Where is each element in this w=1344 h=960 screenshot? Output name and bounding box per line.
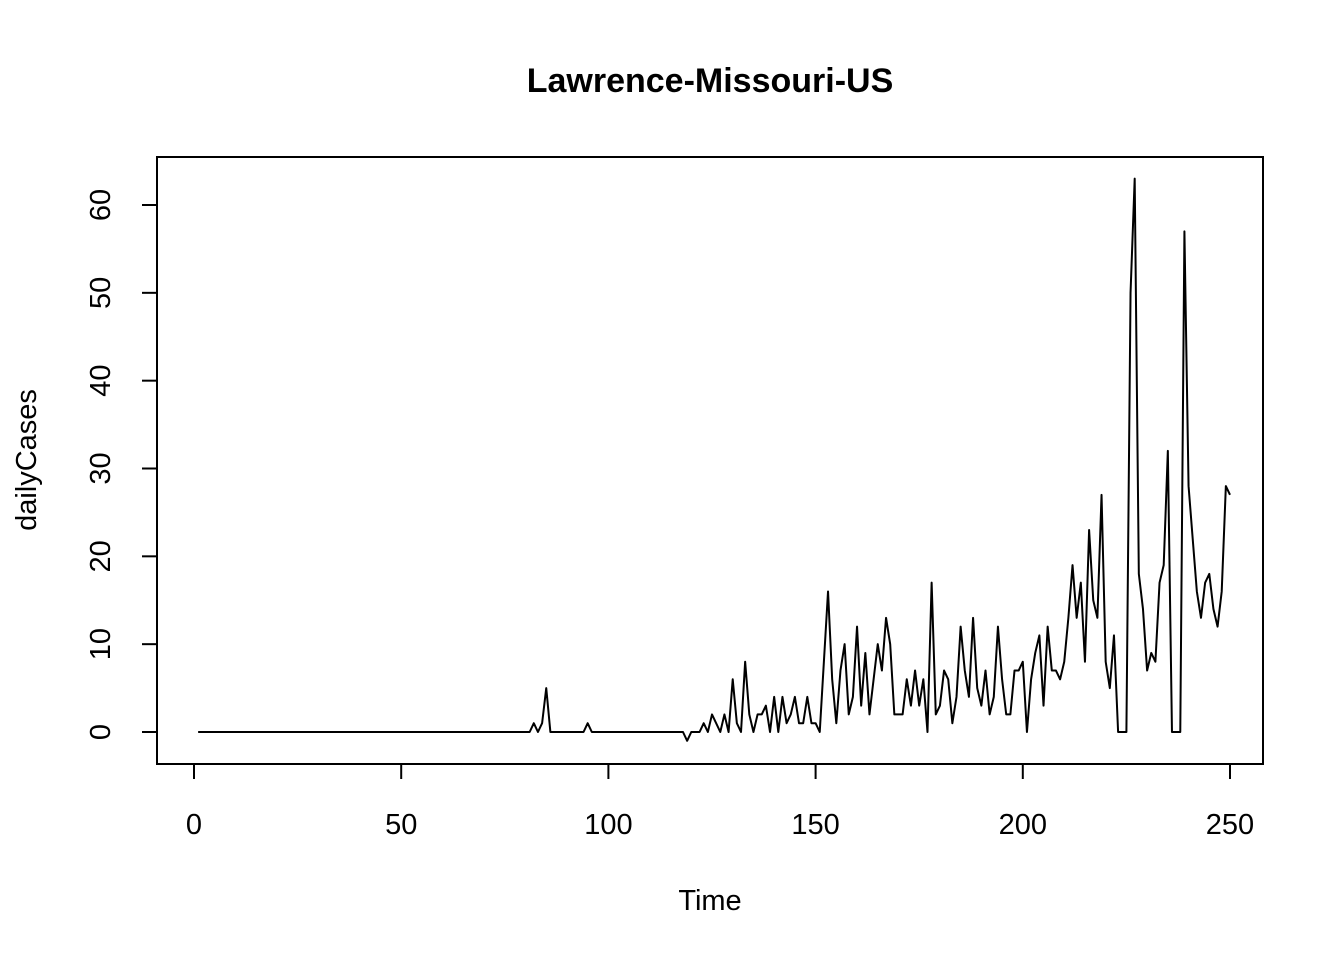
y-tick-label: 10 — [85, 628, 117, 660]
y-axis: 0 10 20 30 40 50 60 — [85, 189, 157, 740]
x-tick-label: 200 — [999, 809, 1047, 841]
y-tick-label: 40 — [85, 365, 117, 397]
y-axis-label: dailyCases — [11, 389, 43, 531]
x-axis-label: Time — [678, 885, 741, 917]
plot-frame — [157, 157, 1263, 764]
y-tick-label: 50 — [85, 277, 117, 309]
series-line-daily-cases — [198, 179, 1230, 741]
y-tick-label: 20 — [85, 540, 117, 572]
x-tick-label: 50 — [385, 809, 417, 841]
y-tick-label: 30 — [85, 452, 117, 484]
x-axis: 0 50 100 150 200 250 — [186, 764, 1254, 841]
y-tick-label: 60 — [85, 189, 117, 221]
y-tick-label: 0 — [85, 724, 117, 740]
x-tick-label: 0 — [186, 809, 202, 841]
x-tick-label: 250 — [1206, 809, 1254, 841]
x-tick-label: 150 — [791, 809, 839, 841]
x-tick-label: 100 — [584, 809, 632, 841]
chart-title: Lawrence-Missouri-US — [527, 62, 894, 100]
